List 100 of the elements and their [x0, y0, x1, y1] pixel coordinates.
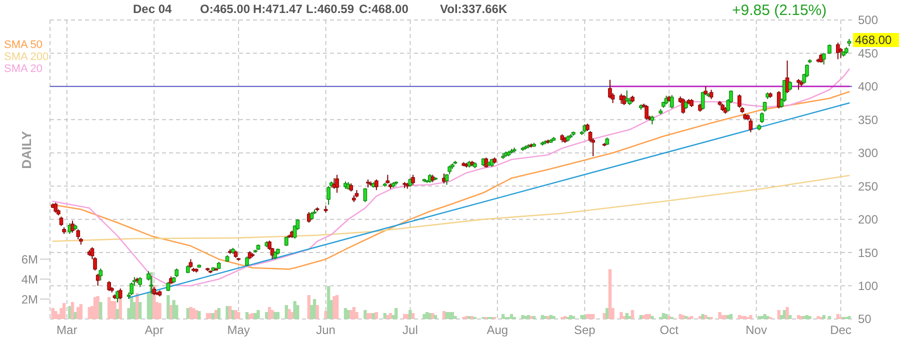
candlestick: [738, 94, 742, 108]
y2-tick-label: 6M: [21, 252, 38, 266]
candlestick: [284, 236, 288, 246]
bar: [468, 316, 471, 319]
candlestick: [107, 280, 111, 292]
bar: [332, 296, 336, 319]
bar: [217, 308, 220, 319]
x-tick-label: Jul: [402, 323, 418, 337]
bar: [622, 316, 626, 319]
y2-tick-label: 2M: [21, 292, 38, 306]
bar: [642, 315, 646, 319]
text: DAILY: [19, 130, 34, 169]
candlestick: [644, 104, 648, 120]
candlestick: [326, 186, 330, 206]
bar: [501, 314, 505, 319]
bar: [198, 311, 201, 319]
bar: [326, 286, 330, 319]
bar: [431, 313, 434, 319]
bar: [808, 316, 812, 319]
bar: [296, 305, 300, 319]
bar: [568, 315, 572, 319]
bar: [236, 312, 240, 319]
candlestick: [363, 188, 368, 203]
candlestick: [670, 94, 674, 109]
candlestick: [622, 94, 626, 106]
bar: [274, 312, 277, 319]
candlestick: [245, 256, 249, 266]
bar: [116, 309, 120, 319]
bar: [68, 306, 72, 319]
bar: [592, 314, 595, 319]
bar: [749, 315, 752, 319]
x-tick-label: Sep: [574, 323, 596, 337]
bar: [608, 269, 612, 319]
bar: [369, 313, 372, 319]
bar: [212, 313, 215, 319]
bar: [729, 314, 733, 319]
bar: [402, 314, 406, 319]
bar: [720, 315, 724, 319]
bar: [346, 310, 350, 319]
x-tick-label: Nov: [746, 323, 767, 337]
bar: [113, 301, 116, 319]
y-tick-label: 350: [858, 112, 878, 127]
bar: [74, 312, 77, 319]
text: C:468.00: [359, 2, 409, 16]
bar: [386, 315, 390, 319]
bar: [251, 313, 254, 319]
bar: [374, 312, 378, 319]
bar: [136, 293, 139, 319]
bar: [777, 310, 780, 319]
bar: [758, 316, 761, 319]
bar: [678, 314, 682, 319]
bar: [408, 310, 412, 319]
bar: [620, 312, 623, 319]
candlestick: [776, 90, 781, 109]
candlestick: [624, 90, 629, 103]
bar: [276, 312, 280, 319]
candlestick: [444, 174, 449, 186]
candlestick: [762, 101, 767, 112]
candlestick: [788, 80, 792, 91]
x-tick-label: Jun: [316, 323, 336, 337]
candlestick: [836, 42, 840, 60]
bar: [228, 306, 232, 319]
bar: [667, 316, 671, 319]
y-tick-label: 450: [858, 46, 878, 60]
bar: [848, 316, 851, 319]
bar: [166, 295, 170, 319]
bar: [572, 316, 576, 319]
x-tick-label: Mar: [56, 323, 78, 337]
x-tick-label: Aug: [486, 323, 508, 337]
bar: [743, 316, 747, 319]
text: L:460.59: [306, 2, 354, 16]
bar: [606, 308, 609, 319]
bar: [524, 316, 528, 319]
bar: [256, 310, 260, 319]
candlestick: [96, 273, 100, 286]
bar: [372, 313, 376, 319]
bar: [628, 316, 632, 319]
bar: [828, 316, 832, 319]
text: H:471.47: [253, 2, 303, 16]
bar: [293, 301, 296, 319]
bar: [99, 302, 102, 319]
bar: [816, 316, 820, 319]
bar: [822, 315, 826, 319]
bar: [364, 310, 367, 319]
bar: [630, 310, 634, 319]
bar: [76, 307, 80, 319]
text: SMA 50: [4, 39, 43, 51]
candlestick: [374, 178, 378, 191]
bar: [530, 316, 533, 319]
bar: [138, 302, 142, 319]
bar: [411, 313, 415, 319]
bar: [718, 312, 722, 319]
bar: [552, 316, 556, 319]
bar: [802, 316, 806, 319]
bar: [454, 316, 457, 319]
y-tick-label: 500: [858, 13, 878, 28]
y-tick-label: 300: [858, 146, 878, 160]
bar: [726, 315, 730, 319]
bar: [583, 315, 586, 319]
bar: [107, 297, 111, 319]
